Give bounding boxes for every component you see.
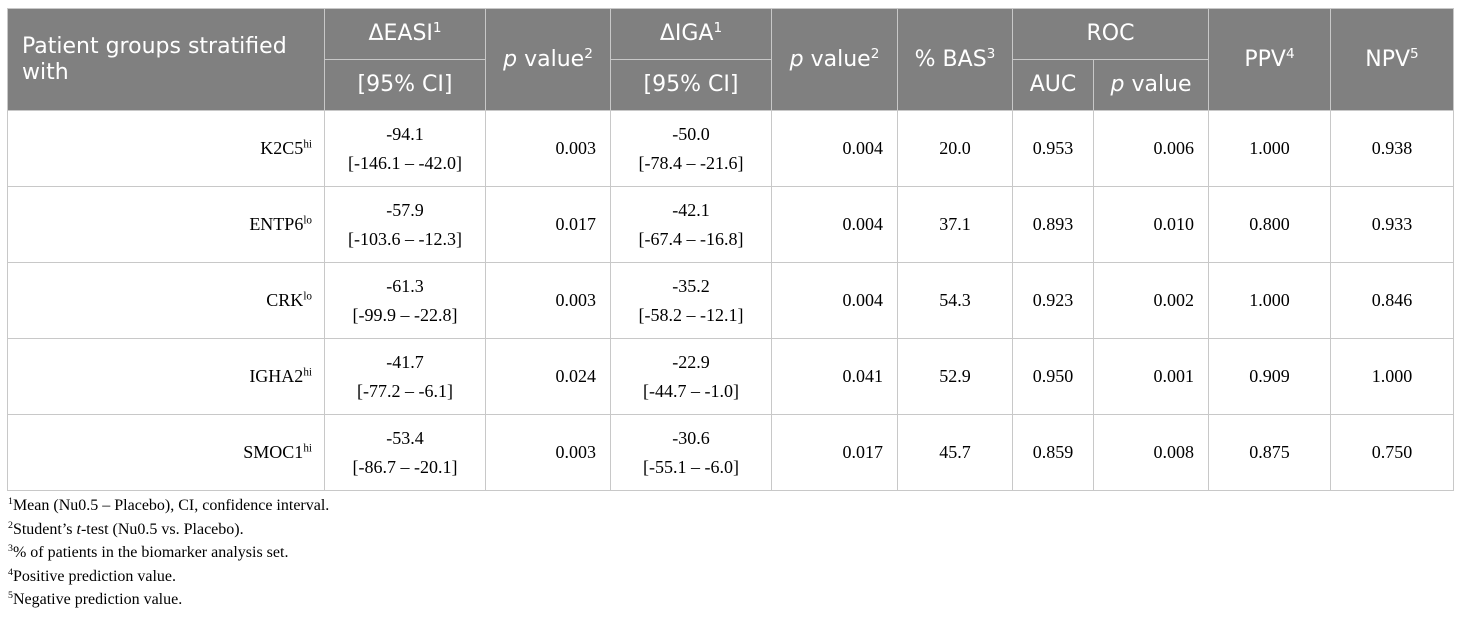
cell-gene: CRKlo — [7, 262, 325, 339]
header-delta-iga: ΔIGA1 — [610, 8, 772, 60]
cell-iga-p: 0.017 — [771, 414, 898, 491]
cell-npv: 0.938 — [1330, 110, 1454, 187]
cell-easi: -41.7 [-77.2 – -6.1] — [324, 338, 486, 415]
header-bas: % BAS3 — [897, 8, 1013, 111]
header-npv: NPV5 — [1330, 8, 1454, 111]
cell-roc-p: 0.006 — [1093, 110, 1209, 187]
cell-iga: -42.1 [-67.4 – -16.8] — [610, 186, 772, 263]
cell-gene: ENTP6lo — [7, 186, 325, 263]
footnote-5: 5Negative prediction value. — [8, 590, 183, 608]
table-row: ENTP6lo -57.9 [-103.6 – -12.3] 0.017 -42.… — [7, 186, 1454, 263]
table-row: CRKlo -61.3 [-99.9 – -22.8] 0.003 -35.2 [-… — [7, 262, 1454, 339]
table-body: K2C5hi -94.1 [-146.1 – -42.0] 0.003 -50.0… — [7, 110, 1454, 491]
cell-gene: K2C5hi — [7, 110, 325, 187]
cell-auc: 0.893 — [1012, 186, 1094, 263]
header-easi-p-value: p value2 — [485, 8, 611, 111]
cell-npv: 1.000 — [1330, 338, 1454, 415]
cell-bas: 45.7 — [897, 414, 1013, 491]
cell-iga: -50.0 [-78.4 – -21.6] — [610, 110, 772, 187]
footnote-1: 1Mean (Nu0.5 – Placebo), CI, confidence … — [8, 496, 330, 514]
cell-roc-p: 0.010 — [1093, 186, 1209, 263]
table-row: IGHA2hi -41.7 [-77.2 – -6.1] 0.024 -22.9[… — [7, 338, 1454, 415]
header-iga-p-value: p value2 — [771, 8, 898, 111]
cell-iga: -22.9 [-44.7 – -1.0] — [610, 338, 772, 415]
cell-easi: -57.9 [-103.6 – -12.3] — [324, 186, 486, 263]
cell-roc-p: 0.002 — [1093, 262, 1209, 339]
cell-iga-p: 0.041 — [771, 338, 898, 415]
cell-ppv: 0.800 — [1208, 186, 1331, 263]
cell-easi: -61.3 [-99.9 – -22.8] — [324, 262, 486, 339]
cell-easi: -94.1 [-146.1 – -42.0] — [324, 110, 486, 187]
cell-auc: 0.953 — [1012, 110, 1094, 187]
cell-easi-p: 0.003 — [485, 110, 611, 187]
results-table-container: Patient groups stratified with ΔEASI1 p … — [7, 8, 1454, 491]
header-roc-p-value: p value — [1093, 59, 1209, 111]
biomarker-results-table: Patient groups stratified with ΔEASI1 p … — [7, 8, 1454, 491]
cell-easi: -53.4 [-86.7 – -20.1] — [324, 414, 486, 491]
table-header: Patient groups stratified with ΔEASI1 p … — [7, 8, 1454, 111]
cell-auc: 0.950 — [1012, 338, 1094, 415]
header-easi-ci: [95% CI] — [324, 59, 486, 111]
cell-npv: 0.846 — [1330, 262, 1454, 339]
header-roc: ROC — [1012, 8, 1209, 60]
footnote-3: 3% of patients in the biomarker analysis… — [8, 543, 289, 561]
table-row: SMOC1hi -53.4 [-86.7 – -20.1] 0.003 -30.6… — [7, 414, 1454, 491]
cell-easi-p: 0.003 — [485, 414, 611, 491]
table-footnotes: 1Mean (Nu0.5 – Placebo), CI, confidence … — [8, 494, 329, 612]
header-delta-easi: ΔEASI1 — [324, 8, 486, 60]
cell-npv: 0.750 — [1330, 414, 1454, 491]
cell-auc: 0.859 — [1012, 414, 1094, 491]
cell-bas: 52.9 — [897, 338, 1013, 415]
cell-gene: IGHA2hi — [7, 338, 325, 415]
cell-ppv: 0.875 — [1208, 414, 1331, 491]
cell-bas: 37.1 — [897, 186, 1013, 263]
table-row: K2C5hi -94.1 [-146.1 – -42.0] 0.003 -50.0… — [7, 110, 1454, 187]
cell-easi-p: 0.003 — [485, 262, 611, 339]
header-iga-ci: [95% CI] — [610, 59, 772, 111]
cell-iga: -35.2 [-58.2 – -12.1] — [610, 262, 772, 339]
cell-ppv: 1.000 — [1208, 110, 1331, 187]
cell-npv: 0.933 — [1330, 186, 1454, 263]
footnote-4: 4Positive prediction value. — [8, 566, 177, 585]
cell-roc-p: 0.001 — [1093, 338, 1209, 415]
cell-roc-p: 0.008 — [1093, 414, 1209, 491]
footnote-2: 2Student’s t-test (Nu0.5 vs. Placebo). — [8, 519, 244, 538]
cell-iga-p: 0.004 — [771, 262, 898, 339]
header-ppv: PPV4 — [1208, 8, 1331, 111]
cell-easi-p: 0.024 — [485, 338, 611, 415]
header-auc: AUC — [1012, 59, 1094, 111]
cell-ppv: 1.000 — [1208, 262, 1331, 339]
cell-iga-p: 0.004 — [771, 186, 898, 263]
cell-easi-p: 0.017 — [485, 186, 611, 263]
cell-gene: SMOC1hi — [7, 414, 325, 491]
header-patient-groups: Patient groups stratified with — [7, 8, 325, 111]
cell-iga: -30.6 [-55.1 – -6.0] — [610, 414, 772, 491]
cell-iga-p: 0.004 — [771, 110, 898, 187]
cell-bas: 20.0 — [897, 110, 1013, 187]
cell-auc: 0.923 — [1012, 262, 1094, 339]
cell-ppv: 0.909 — [1208, 338, 1331, 415]
cell-bas: 54.3 — [897, 262, 1013, 339]
